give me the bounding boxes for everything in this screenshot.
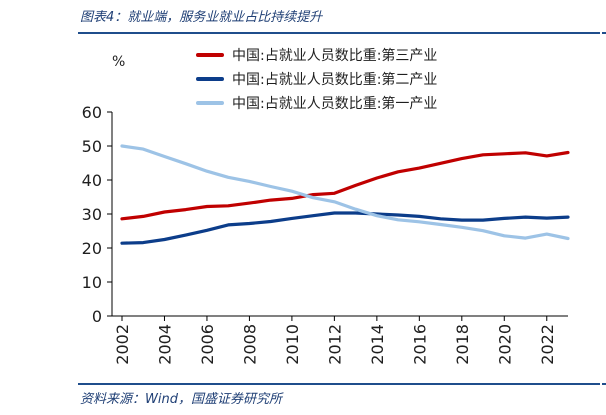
y-tick-label: 40 <box>82 171 102 190</box>
figure-title: 图表4：就业端，服务业就业占比持续提升 <box>80 10 323 25</box>
header-rule-stub <box>602 32 606 34</box>
x-tick-label: 2020 <box>495 324 514 365</box>
legend-label-primary: 中国:占就业人员数比重:第一产业 <box>232 96 438 112</box>
y-tick-label: 50 <box>82 137 102 156</box>
x-tick-label: 2016 <box>410 324 429 365</box>
legend-swatch-secondary <box>196 77 224 81</box>
legend-label-secondary: 中国:占就业人员数比重:第二产业 <box>232 72 438 88</box>
y-tick-label: 10 <box>82 273 102 292</box>
y-tick-label: 30 <box>82 205 102 224</box>
legend-item-primary: 中国:占就业人员数比重:第一产业 <box>196 91 437 115</box>
header-rule <box>78 32 600 34</box>
x-tick-label: 2008 <box>240 324 259 365</box>
legend-label-tertiary: 中国:占就业人员数比重:第三产业 <box>232 48 438 64</box>
x-tick-label: 2018 <box>453 324 472 365</box>
legend-item-tertiary: 中国:占就业人员数比重:第三产业 <box>196 43 437 67</box>
x-tick-label: 2004 <box>155 324 174 365</box>
footer-rule-stub <box>602 383 606 385</box>
x-tick-label: 2022 <box>538 324 557 365</box>
chart-legend: 中国:占就业人员数比重:第三产业 中国:占就业人员数比重:第二产业 中国:占就业… <box>196 43 437 115</box>
footer-rule <box>78 383 600 385</box>
source-note: 资料来源：Wind，国盛证券研究所 <box>80 392 282 407</box>
legend-swatch-tertiary <box>196 53 224 57</box>
legend-item-secondary: 中国:占就业人员数比重:第二产业 <box>196 67 437 91</box>
x-tick-label: 2014 <box>368 324 387 365</box>
x-tick-label: 2006 <box>198 324 217 365</box>
x-tick-label: 2010 <box>283 324 302 365</box>
x-tick-label: 2002 <box>113 324 132 365</box>
y-tick-label: 0 <box>92 307 102 326</box>
series-line-tertiary <box>120 150 570 221</box>
x-tick-label: 2012 <box>325 324 344 365</box>
series-line-primary <box>120 144 570 241</box>
y-axis-unit: % <box>112 54 126 70</box>
y-tick-label: 20 <box>82 239 102 258</box>
legend-swatch-primary <box>196 101 224 105</box>
y-tick-label: 60 <box>82 103 102 122</box>
series-line-secondary <box>120 211 570 245</box>
